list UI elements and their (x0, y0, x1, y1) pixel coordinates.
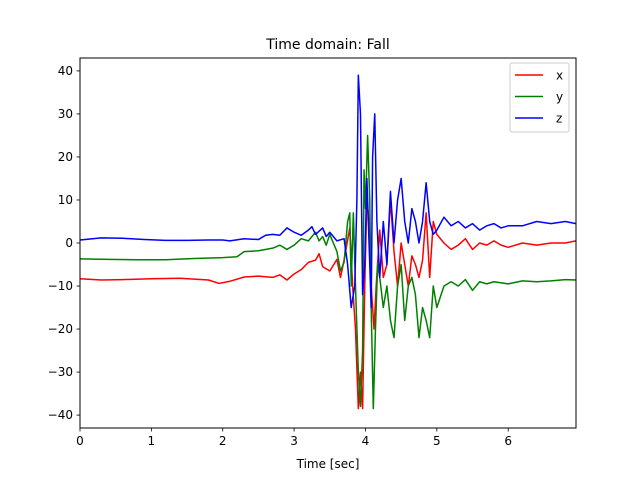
x-tick-label: 1 (148, 434, 156, 448)
y-tick-label: −40 (48, 408, 73, 422)
x-tick-label: 4 (362, 434, 370, 448)
y-tick-label: −30 (48, 365, 73, 379)
series-line-x (80, 199, 576, 410)
legend-label-z: z (556, 112, 562, 126)
legend: xyz (509, 62, 570, 133)
series-layer (80, 74, 576, 410)
x-tick-label: 2 (219, 434, 227, 448)
legend-label-x: x (556, 69, 563, 83)
y-tick-label: −10 (48, 279, 73, 293)
x-axis-label: Time [sec] (296, 457, 360, 471)
y-tick-label: 40 (58, 64, 73, 78)
y-tick-label: 10 (58, 193, 73, 207)
axes-layer: 0 1 2 3 4 5 6 −40 −30 −20 −10 0 10 20 30 40 (48, 64, 512, 448)
legend-box (509, 62, 570, 133)
x-tick-label: 6 (504, 434, 512, 448)
y-tick-label: −20 (48, 322, 73, 336)
series-line-z (80, 74, 576, 309)
x-tick-label: 5 (433, 434, 441, 448)
y-tick-label: 0 (65, 236, 73, 250)
y-tick-label: 30 (58, 107, 73, 121)
chart-title: Time domain: Fall (265, 37, 389, 53)
series-line-y (80, 134, 576, 410)
x-tick-label: 0 (76, 434, 84, 448)
legend-label-y: y (556, 90, 563, 104)
x-tick-label: 3 (290, 434, 298, 448)
y-tick-label: 20 (58, 150, 73, 164)
